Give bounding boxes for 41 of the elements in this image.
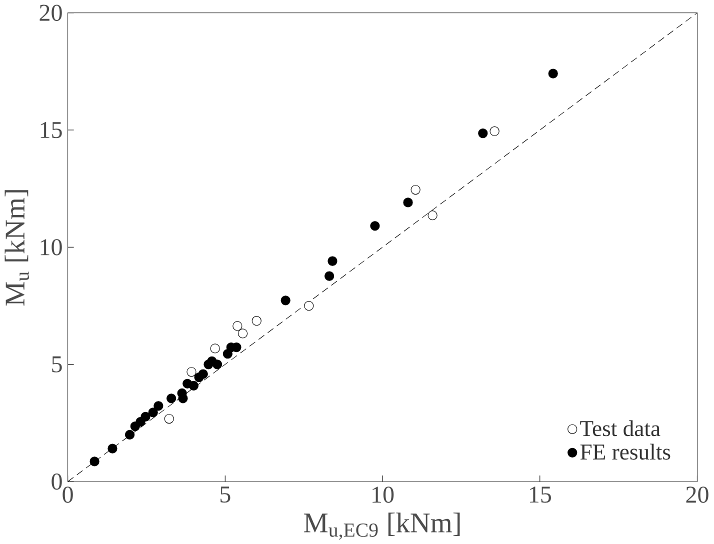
x-tick-label: 5 — [220, 486, 230, 502]
y-tick-label: 5 — [52, 356, 62, 372]
point — [324, 271, 334, 281]
x-tick-label: 15 — [530, 486, 551, 503]
y-tick-label: 0 — [52, 473, 62, 490]
point — [478, 128, 488, 138]
point — [252, 316, 262, 326]
point — [548, 68, 558, 78]
point — [148, 407, 158, 418]
point — [166, 393, 176, 404]
point — [428, 210, 438, 220]
point — [238, 328, 248, 338]
point — [154, 400, 164, 411]
point — [188, 380, 198, 390]
point — [490, 126, 500, 136]
legend-label: Test data — [580, 420, 660, 436]
point — [140, 412, 150, 422]
point — [186, 366, 196, 377]
point — [210, 343, 220, 354]
y-tick-label: 15 — [40, 122, 62, 138]
point — [232, 320, 242, 331]
point — [403, 197, 413, 208]
point — [370, 220, 380, 231]
point — [124, 430, 135, 440]
point — [410, 184, 420, 194]
x-axis-title: M$_{u,EC9}$ [kNm] — [304, 512, 460, 540]
y-tick-label: 20 — [40, 4, 62, 21]
point — [304, 300, 314, 310]
x-tick-label: 10 — [372, 486, 394, 503]
point — [280, 295, 290, 306]
point — [198, 369, 208, 379]
point — [164, 414, 174, 424]
point — [328, 256, 338, 266]
x-tick-label: 0 — [62, 486, 73, 503]
point — [90, 456, 100, 466]
point — [212, 359, 222, 370]
y-axis-title: M$_{u}$ [kNm] — [4, 190, 29, 306]
y-tick-label: 10 — [40, 238, 62, 256]
point — [108, 444, 118, 454]
legend-label: FE results — [580, 444, 670, 460]
x-tick-label: 20 — [686, 486, 708, 503]
